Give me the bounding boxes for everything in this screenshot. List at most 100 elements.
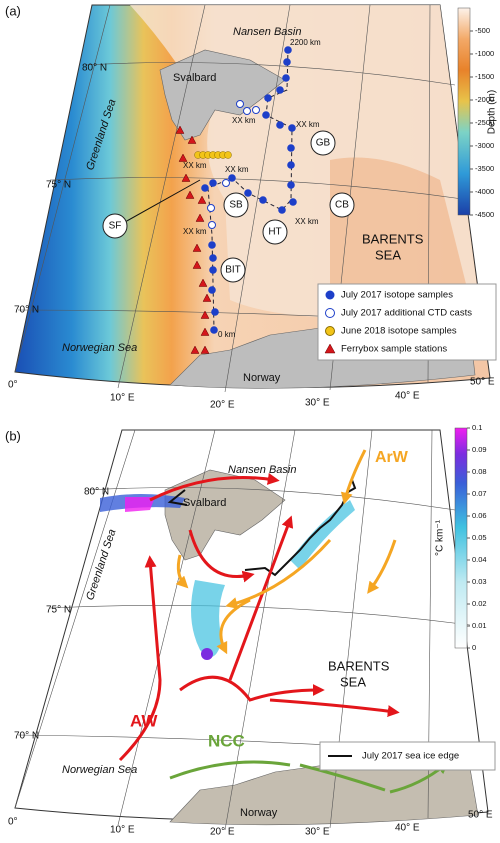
- colorbar-tick-label: -2000: [475, 95, 494, 104]
- arrow-aw: [149, 472, 280, 502]
- arrow-arw: [225, 538, 332, 609]
- isotope-2017: [209, 266, 217, 274]
- colorbar-tick-label: -1000: [475, 49, 494, 58]
- place-label: BARENTS: [328, 658, 390, 673]
- isotope-2018: [224, 151, 232, 159]
- region-label: BIT: [225, 265, 241, 276]
- isotope-2017: [201, 184, 209, 192]
- lon-label: 0°: [8, 380, 18, 391]
- arrow-arw: [175, 554, 189, 589]
- distance-label: XX km: [296, 120, 320, 129]
- ferrybox-station: [192, 243, 202, 252]
- lat-label: 75° N: [46, 605, 71, 616]
- lat-label: 75° N: [46, 180, 71, 191]
- colorbar: [454, 427, 468, 649]
- colorbar-tick-label: -3000: [475, 141, 494, 150]
- lon-label: 0°: [8, 817, 18, 828]
- ferrybox-station: [190, 345, 200, 354]
- legend-symbol: [325, 290, 335, 300]
- colorbar-tick-label: 0.08: [472, 467, 487, 476]
- isotope-2017: [264, 94, 272, 102]
- ferrybox-station: [187, 135, 197, 144]
- place-label: AW: [130, 711, 158, 730]
- place-label: SEA: [340, 674, 366, 689]
- isotope-2017: [209, 179, 217, 187]
- colorbar-tick-label: 0.06: [472, 511, 487, 520]
- place-label: Norway: [243, 372, 281, 384]
- panel-a: (a) Nansen Basin Svalbard Greenland Sea …: [5, 3, 498, 410]
- graticule: [14, 429, 486, 831]
- place-label: BARENTS: [362, 231, 424, 246]
- arrow-aw: [269, 698, 400, 718]
- isotope-2017: [208, 241, 216, 249]
- colorbar-tick-label: 0.1: [472, 423, 482, 432]
- lon-label: 20° E: [210, 400, 235, 411]
- lon-label: 20° E: [210, 827, 235, 838]
- ctd-cast: [208, 221, 216, 229]
- ferrybox-station: [175, 125, 185, 134]
- isotope-2017: [287, 144, 295, 152]
- lon-label: 40° E: [395, 391, 420, 402]
- arrow-aw: [179, 675, 325, 702]
- legend-label: July 2017 additional CTD casts: [341, 308, 472, 319]
- colorbar-tick-label: 0.01: [472, 621, 487, 630]
- place-label: Svalbard: [183, 497, 226, 509]
- region-label: CB: [335, 200, 349, 211]
- isotope-2017: [244, 189, 252, 197]
- isotope-2017: [284, 46, 292, 54]
- distance-label: XX km: [183, 227, 207, 236]
- colorbar-tick-label: -4500: [475, 210, 494, 219]
- ctd-cast: [243, 107, 251, 115]
- lon-label: 10° E: [110, 825, 135, 836]
- place-label: Norway: [240, 807, 278, 819]
- place-label: ArW: [375, 449, 409, 466]
- region-label: SB: [229, 200, 243, 211]
- panel-label: (a): [5, 3, 21, 18]
- ferrybox-station: [195, 213, 205, 222]
- distance-label: XX km: [183, 161, 207, 170]
- lon-label: 10° E: [110, 393, 135, 404]
- ferrybox-station: [197, 195, 207, 204]
- lon-label: 50° E: [468, 810, 493, 821]
- place-label: Svalbard: [173, 72, 216, 84]
- colorbar-tick-label: 0: [472, 643, 476, 652]
- svalbard-land: [159, 49, 286, 141]
- isotope-2017: [283, 58, 291, 66]
- place-label: Norwegian Sea: [62, 764, 137, 776]
- legend-label: Ferrybox sample stations: [341, 344, 447, 355]
- distance-label: 2200 km: [290, 38, 321, 47]
- colorbar-tick-label: -3500: [475, 164, 494, 173]
- colorbar-tick-label: -2500: [475, 118, 494, 127]
- region-label: SF: [109, 221, 122, 232]
- isotope-2017: [287, 181, 295, 189]
- ctd-cast: [236, 100, 244, 108]
- arrow-aw: [228, 515, 294, 681]
- ferrybox-station: [200, 327, 210, 336]
- place-label: Norwegian Sea: [62, 342, 137, 354]
- isotope-2017: [211, 308, 219, 316]
- legend: [317, 283, 497, 361]
- ferrybox-station: [192, 260, 202, 269]
- ferrybox-station: [178, 153, 188, 162]
- isotope-2017: [276, 86, 284, 94]
- ctd-cast: [252, 106, 260, 114]
- legend-symbol: [324, 343, 336, 354]
- region-marker: [262, 219, 288, 245]
- colorbar-tick-label: 0.07: [472, 489, 487, 498]
- isotope-2017: [262, 111, 270, 119]
- lon-label: 30° E: [305, 827, 330, 838]
- isotope-2017: [287, 161, 295, 169]
- place-label: SEA: [375, 247, 401, 262]
- ferrybox-station: [198, 278, 208, 287]
- pointer: [124, 179, 201, 223]
- isotope-2017: [289, 198, 297, 206]
- isotope-2017: [259, 196, 267, 204]
- arrow-arw: [340, 449, 367, 505]
- colorbar-title: °C km⁻¹: [435, 519, 446, 556]
- legend-symbol: [325, 308, 335, 318]
- legend-label: July 2017 isotope samples: [341, 290, 453, 301]
- isotope-2017: [210, 326, 218, 334]
- isotope-2017: [209, 254, 217, 262]
- stations: [175, 46, 297, 354]
